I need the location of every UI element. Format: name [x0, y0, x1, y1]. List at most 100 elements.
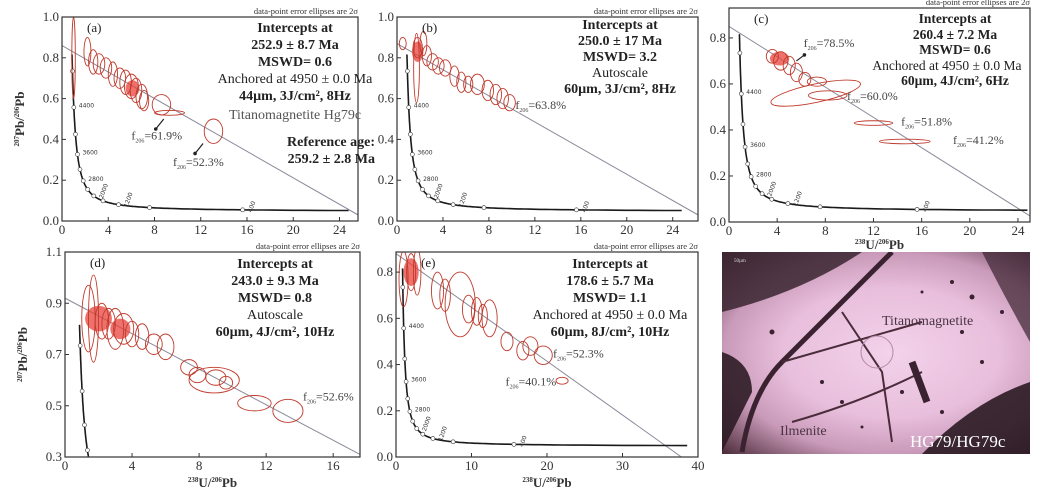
concordia-age-marker	[407, 409, 413, 414]
concordia-age-marker	[430, 436, 436, 441]
sample-id-label: HG79/HG79c	[910, 432, 1006, 451]
concordia-age-marker	[914, 207, 920, 212]
x-tick-label: 8	[151, 222, 158, 237]
concordia-age-marker	[70, 68, 75, 74]
label-text: U/	[198, 475, 211, 490]
y-tick-label: 0.2	[377, 403, 393, 418]
x-tick-label: 24	[666, 222, 680, 237]
info-line: Intercepts at	[582, 18, 658, 33]
error-ellipse	[272, 398, 304, 423]
reference-age-label: Reference age:	[287, 135, 375, 150]
concordia-age-marker	[450, 439, 456, 445]
y-tick-label: 1.0	[378, 9, 394, 24]
error-ellipse	[419, 30, 428, 57]
y-tick-label: 0.4	[377, 357, 394, 372]
info-line: MSWD= 0.6	[919, 42, 991, 57]
ellipse-note: data-point error ellipses are 2σ	[254, 6, 359, 16]
concordia-curve	[78, 324, 90, 457]
concordia-age-label: 3600	[417, 149, 432, 156]
concordia-age-label: 4400	[414, 102, 429, 109]
f-subscript: 206	[905, 124, 914, 130]
y-tick-label: 0.4	[710, 122, 727, 137]
concordia-age-label: 4400	[746, 89, 761, 96]
concordia-age-label: 2800	[415, 407, 430, 414]
f206-annotation: f206=61.9%	[131, 128, 182, 144]
y-tick-label: 0.5	[46, 398, 62, 413]
f-value: =61.9%	[144, 128, 182, 142]
info-line: Intercepts at	[237, 257, 313, 272]
concordia-age-marker	[71, 105, 77, 110]
f-value: =52.3%	[186, 155, 224, 169]
y-tick-label: 0.8	[43, 50, 59, 65]
error-ellipse	[471, 297, 483, 326]
concordia-age-marker	[82, 422, 87, 428]
concordia-age-label: 1200	[457, 191, 469, 208]
concordia-age-label: 3600	[82, 149, 97, 156]
error-ellipse	[522, 336, 539, 356]
arrow-head-icon	[802, 53, 807, 57]
f-subscript: 206	[135, 138, 144, 144]
info-line: 60µm, 3J/cm², 8Hz	[564, 82, 676, 97]
concordia-age-label: 3600	[411, 377, 426, 384]
error-ellipse	[156, 333, 175, 361]
error-ellipse	[481, 299, 498, 338]
ellipse-note: data-point error ellipses are 2σ	[594, 6, 699, 16]
f-subscript: 206	[957, 143, 966, 149]
y-axis-label: 207Pb/206Pb	[12, 92, 27, 147]
panel-label: (b)	[422, 20, 437, 35]
concordia-age-marker	[410, 418, 416, 424]
info-b: Intercepts at 250.0 ± 17 Ma MSWD= 3.2 Au…	[545, 18, 695, 98]
x-tick-label: 20	[287, 222, 300, 237]
concordia-age-marker	[817, 204, 823, 210]
f206-annotation: f206=63.8%	[515, 98, 566, 114]
error-ellipse	[461, 294, 475, 324]
concordia-age-marker	[85, 447, 90, 453]
concordia-age-label: 1200	[792, 190, 804, 207]
f206-annotation: f206=41.2%	[953, 133, 1004, 149]
error-ellipse	[770, 79, 861, 107]
f-symbol: f	[131, 128, 135, 142]
concordia-age-label: 4400	[79, 102, 94, 109]
y-tick-label: 0.2	[378, 172, 394, 187]
y-tick-label: 0.8	[710, 30, 726, 45]
concordia-age-marker	[79, 388, 85, 394]
concordia-age-label: 400	[518, 435, 529, 448]
error-ellipse	[188, 366, 207, 384]
f206-annotation: f206=51.8%	[901, 114, 952, 130]
concordia-age-marker	[753, 184, 758, 189]
panel-label: (c)	[754, 11, 768, 26]
x-tick-label: 0	[726, 223, 733, 238]
f-subscript: 206	[808, 46, 817, 52]
error-ellipse	[205, 369, 227, 386]
error-ellipse	[421, 45, 432, 67]
y-tick-label: 0.4	[43, 131, 60, 146]
f-value: =78.5%	[817, 36, 855, 50]
f-symbol: f	[804, 36, 808, 50]
error-ellipse	[145, 333, 163, 355]
label-ilmenite: Ilmenite	[780, 424, 827, 439]
error-ellipse	[129, 77, 143, 104]
scale-bar-label: 50µm	[734, 259, 746, 264]
info-d: Intercepts at 243.0 ± 9.3 Ma MSWD= 0.8 A…	[200, 256, 350, 341]
arrow-head-icon	[193, 151, 197, 156]
error-ellipse	[113, 313, 135, 345]
concordia-age-marker	[414, 426, 420, 431]
f-symbol: f	[173, 155, 177, 169]
concordia-age-marker	[402, 356, 408, 362]
concordia-age-label: 2000	[421, 415, 433, 432]
x-tick-label: 12	[867, 223, 880, 238]
f-symbol: f	[505, 374, 509, 388]
info-line: Anchored at 4950 ± 0.0 Ma	[532, 308, 688, 323]
x-tick-label: 20	[963, 223, 976, 238]
y-tick-label: 0.6	[43, 91, 60, 106]
f-value: =60.0%	[860, 89, 898, 103]
discordia-line	[397, 43, 698, 216]
error-ellipse	[99, 57, 113, 79]
concordia-age-marker	[412, 167, 418, 172]
concordia-age-marker	[420, 187, 425, 192]
y-tick-label: 0.0	[710, 214, 726, 229]
error-ellipse	[439, 59, 452, 77]
x-tick-label: 8	[822, 223, 829, 238]
f-symbol: f	[901, 114, 905, 128]
